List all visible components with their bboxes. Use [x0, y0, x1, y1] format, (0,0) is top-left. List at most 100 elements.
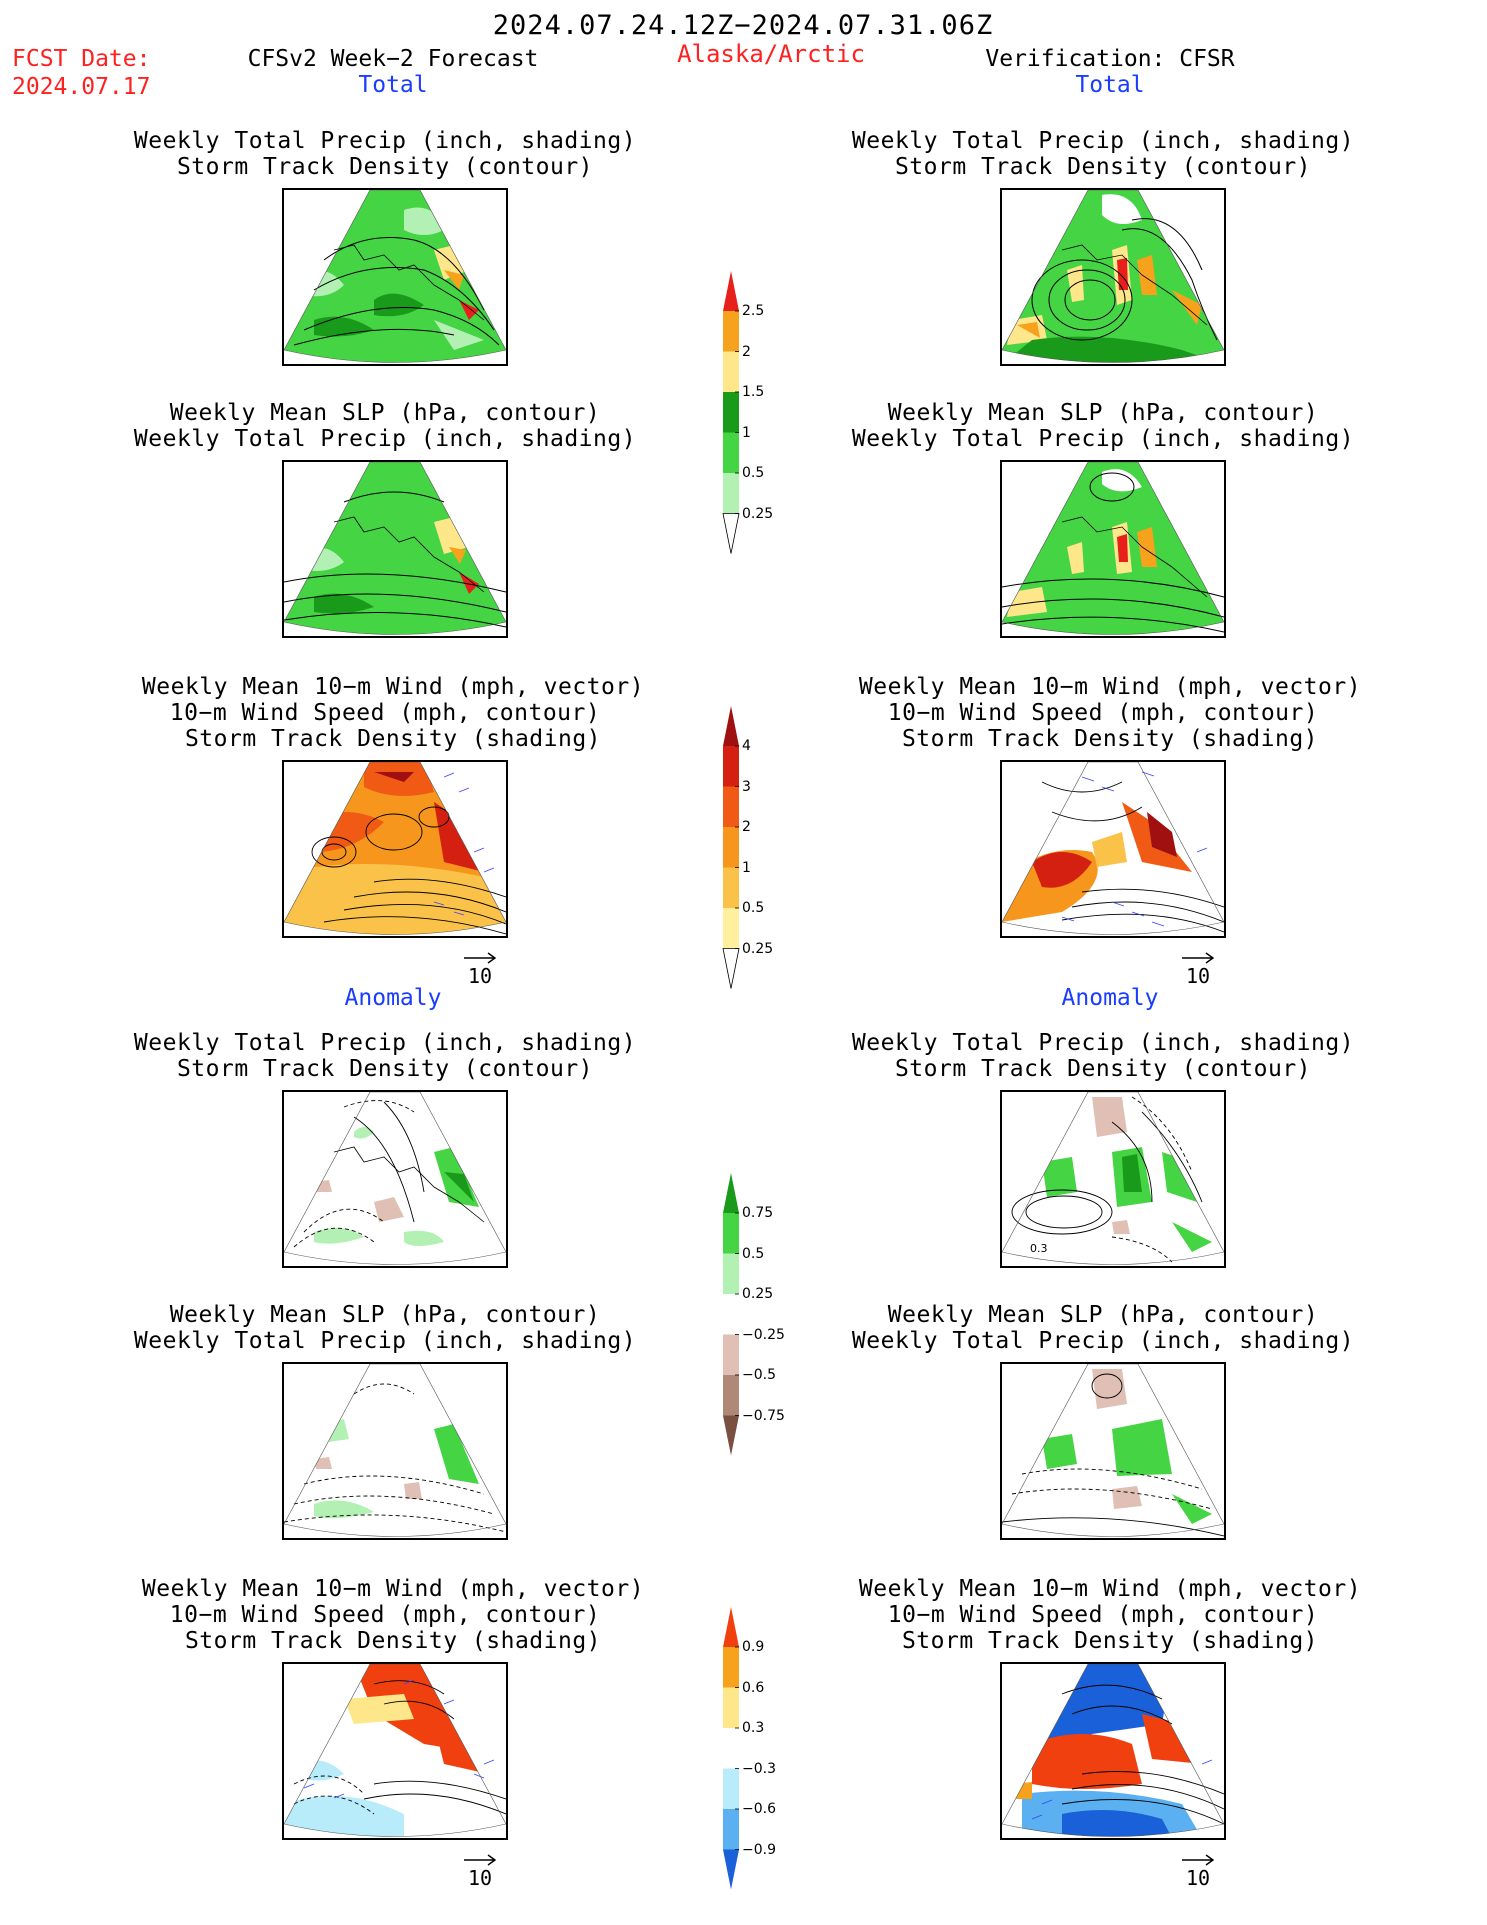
colorbar-tick-label: 0.9 — [742, 1639, 765, 1655]
colorbar-bottom-triangle — [723, 1849, 739, 1890]
contour-label: 0.3 — [1030, 1242, 1048, 1255]
colorbar-segment — [723, 351, 739, 393]
panel-title-r4a: Weekly Total Precip (inch, shading) — [851, 1030, 1355, 1056]
panel-title-r5b: Weekly Total Precip (inch, shading) — [851, 1328, 1355, 1354]
colorbar-tick-label: 1 — [742, 424, 751, 441]
colorbar-precip-total: 2.5 2 1.5 1 0.5 0.25 — [722, 270, 802, 560]
colorbar-tick-label: 2 — [742, 819, 751, 835]
arrow-right-icon — [464, 1854, 497, 1866]
section-total-left: Total — [358, 72, 428, 98]
panel-title-l4b: Storm Track Density (contour) — [176, 1056, 594, 1082]
colorbar-tick-label: −0.9 — [742, 1841, 776, 1858]
colorbar-precip-anomaly: 0.75 0.5 0.25 −0.25 −0.5 −0.75 — [722, 1172, 812, 1462]
vector-ref-r6: 10 — [1178, 1854, 1218, 1890]
vector-ref-label: 10 — [1185, 1866, 1211, 1890]
colorbar-graphic — [722, 271, 740, 554]
panel-title-r6b: 10−m Wind Speed (mph, contour) — [887, 1602, 1319, 1628]
section-anomaly-right: Anomaly — [1061, 985, 1159, 1011]
panel-title-l1b: Storm Track Density (contour) — [176, 154, 594, 180]
forecast-title: CFSv2 Week−2 Forecast — [247, 46, 539, 72]
colorbar-segment — [723, 786, 739, 828]
panel-title-r6c: Storm Track Density (shading) — [901, 1628, 1319, 1654]
panel-title-r3a: Weekly Mean 10−m Wind (mph, vector) — [858, 674, 1362, 700]
panel-title-r2a: Weekly Mean SLP (hPa, contour) — [887, 400, 1319, 426]
colorbar-tick-label: 0.5 — [742, 465, 765, 481]
colorbar-top-triangle — [723, 706, 739, 746]
map-precip-storm-verification-anomaly: 0.3 — [1000, 1090, 1226, 1268]
section-total-right: Total — [1075, 72, 1145, 98]
arrow-right-icon — [1182, 1854, 1215, 1866]
fcst-date-value: 2024.07.17 — [12, 74, 151, 100]
panel-title-l6c: Storm Track Density (shading) — [184, 1628, 602, 1654]
fcst-date-label: FCST Date: — [12, 46, 151, 72]
colorbar-segment — [723, 432, 739, 474]
panel-title-r4b: Storm Track Density (contour) — [894, 1056, 1312, 1082]
vector-ref-label: 10 — [1185, 964, 1211, 988]
colorbar-tick-label: 1 — [742, 859, 751, 876]
map-precip-storm-forecast-anomaly — [282, 1090, 508, 1268]
panel-title-l3b: 10−m Wind Speed (mph, contour) — [169, 700, 601, 726]
map-wind-storm-verification-anomaly — [1000, 1662, 1226, 1840]
panel-title-r3b: 10−m Wind Speed (mph, contour) — [887, 700, 1319, 726]
colorbar-tick-label: 4 — [742, 738, 751, 754]
colorbar-graphic — [722, 706, 740, 989]
panel-title-l2b: Weekly Total Precip (inch, shading) — [133, 426, 637, 452]
colorbar-tick-label: 0.5 — [742, 900, 765, 916]
map-wind-storm-forecast-anomaly — [282, 1662, 508, 1840]
colorbar-top-triangle — [723, 271, 739, 311]
panel-title-r2b: Weekly Total Precip (inch, shading) — [851, 426, 1355, 452]
colorbar-graphic — [723, 1173, 739, 1456]
vector-ref-label: 10 — [467, 964, 493, 988]
verification-title: Verification: CFSR — [985, 46, 1235, 72]
colorbar-graphic — [723, 1607, 739, 1890]
vector-ref-l6: 10 — [460, 1854, 500, 1890]
panel-title-l6a: Weekly Mean 10−m Wind (mph, vector) — [141, 1576, 645, 1602]
colorbar-segment — [723, 1253, 739, 1295]
colorbar-segment — [723, 1809, 739, 1850]
colorbar-bottom-triangle — [722, 513, 740, 554]
colorbar-tick-label: 2.5 — [742, 303, 765, 319]
vector-ref-label: 10 — [467, 1866, 493, 1890]
panel-title-l5b: Weekly Total Precip (inch, shading) — [133, 1328, 637, 1354]
colorbar-tick-label: 0.6 — [742, 1679, 765, 1696]
colorbar-segment — [723, 1334, 739, 1376]
colorbar-top-triangle — [723, 1607, 739, 1647]
colorbar-tick-label: 0.5 — [742, 1245, 765, 1262]
colorbar-segment — [723, 1768, 739, 1810]
colorbar-segment — [723, 311, 739, 352]
colorbar-segment — [723, 1728, 739, 1769]
arrow-right-icon — [464, 952, 497, 964]
colorbar-segment — [723, 392, 739, 433]
region-label: Alaska/Arctic — [677, 40, 865, 68]
arrow-right-icon — [1182, 952, 1215, 964]
colorbar-tick-label: −0.6 — [742, 1801, 776, 1817]
panel-title-r5a: Weekly Mean SLP (hPa, contour) — [887, 1302, 1319, 1328]
colorbar-segment — [723, 908, 739, 949]
panel-title-r6a: Weekly Mean 10−m Wind (mph, vector) — [858, 1576, 1362, 1602]
colorbar-segment — [723, 473, 739, 514]
colorbar-top-triangle — [723, 1173, 739, 1213]
map-slp-precip-forecast-total — [282, 460, 508, 638]
vector-ref-r3: 10 — [1178, 952, 1218, 988]
date-range-title: 2024.07.24.12Z−2024.07.31.06Z — [492, 10, 994, 41]
colorbar-segment — [723, 827, 739, 868]
colorbar-tick-label: 2 — [742, 343, 751, 360]
colorbar-tick-label: −0.3 — [742, 1760, 776, 1777]
panel-title-l3c: Storm Track Density (shading) — [184, 726, 602, 752]
panel-title-r3c: Storm Track Density (shading) — [901, 726, 1319, 752]
map-slp-precip-verification-anomaly — [1000, 1362, 1226, 1540]
vector-ref-l3: 10 — [460, 952, 500, 988]
colorbar-tick-label: 0.25 — [742, 940, 774, 957]
map-slp-precip-verification-total — [1000, 460, 1226, 638]
panel-title-r1a: Weekly Total Precip (inch, shading) — [851, 128, 1355, 154]
colorbar-bottom-triangle — [723, 1415, 739, 1456]
panel-title-l2a: Weekly Mean SLP (hPa, contour) — [169, 400, 601, 426]
panel-title-l3a: Weekly Mean 10−m Wind (mph, vector) — [141, 674, 645, 700]
section-anomaly-left: Anomaly — [344, 985, 442, 1011]
map-wind-storm-forecast-total — [282, 760, 508, 938]
panel-title-l6b: 10−m Wind Speed (mph, contour) — [169, 1602, 601, 1628]
colorbar-segment — [723, 1647, 739, 1688]
colorbar-segment — [723, 1294, 739, 1335]
colorbar-storm-anomaly: 0.9 0.6 0.3 −0.3 −0.6 −0.9 — [722, 1606, 812, 1896]
colorbar-tick-label: 0.25 — [742, 505, 774, 522]
